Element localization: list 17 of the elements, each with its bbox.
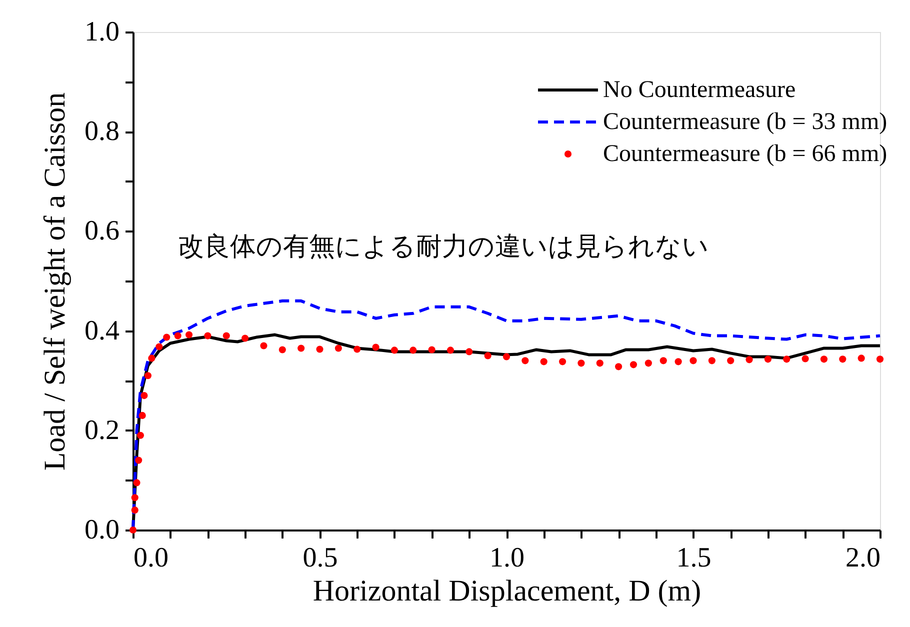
legend-label: Countermeasure (b = 66 mm) — [603, 141, 888, 167]
legend-label: No Countermeasure — [603, 77, 796, 103]
x-tick-label: 1.0 — [490, 542, 524, 574]
y-tick-label: 0.0 — [84, 514, 120, 546]
y-tick-label: 0.2 — [84, 414, 120, 446]
y-tick-label: 0.4 — [84, 315, 120, 346]
x-tick-label: 2.0 — [846, 542, 880, 574]
x-tick-label: 1.5 — [676, 542, 712, 574]
y-tick-label: 0.6 — [84, 216, 120, 247]
y-axis-title: Load / Self weight of a Caisson — [38, 92, 72, 471]
x-axis-title: Horizontal Displacement, D (m) — [312, 574, 702, 608]
x-tick-label: 0.0 — [134, 542, 168, 574]
x-tick-label: 0.5 — [302, 542, 338, 574]
annotation: 改良体の有無による耐力の違いは見られない — [178, 232, 709, 262]
legend-label: Countermeasure (b = 33 mm) — [603, 109, 888, 135]
y-tick-label: 0.8 — [84, 116, 120, 148]
y-tick-label: 1.0 — [84, 16, 120, 48]
